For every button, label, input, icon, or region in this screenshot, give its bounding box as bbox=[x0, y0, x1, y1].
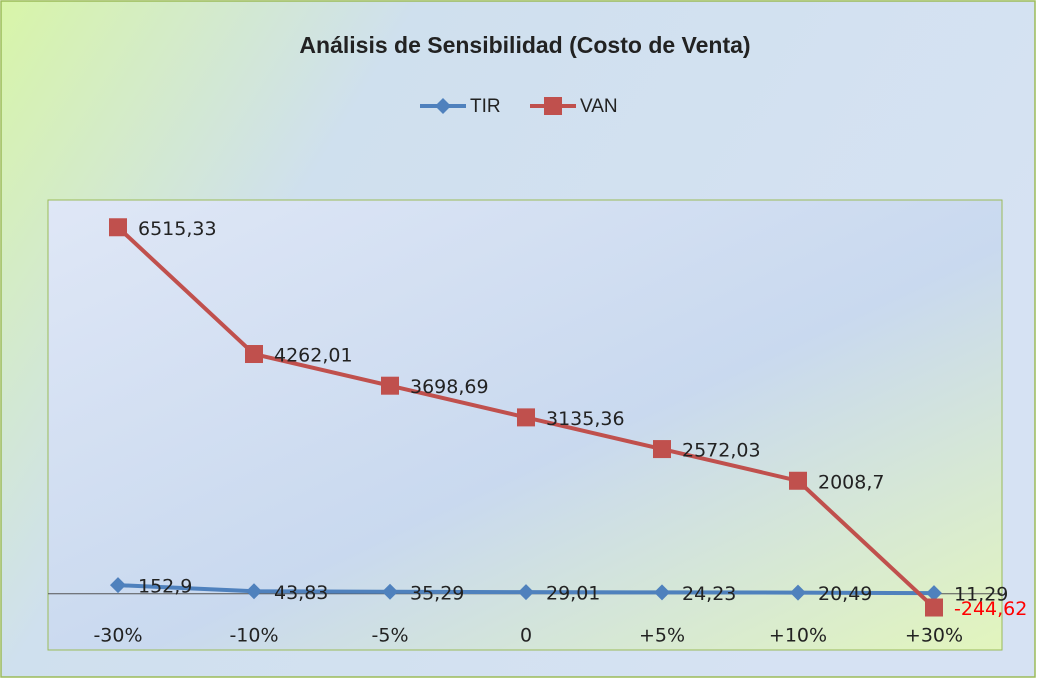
x-tick-label: +10% bbox=[769, 625, 827, 647]
marker bbox=[435, 98, 451, 114]
marker bbox=[245, 345, 263, 364]
data-label: 2008,7 bbox=[818, 471, 884, 493]
marker bbox=[544, 97, 562, 115]
marker bbox=[789, 471, 807, 490]
marker bbox=[381, 376, 399, 395]
marker bbox=[654, 584, 670, 601]
legend: TIR VAN bbox=[420, 96, 618, 117]
x-tick-label: +5% bbox=[639, 625, 685, 647]
marker bbox=[926, 585, 942, 602]
data-label: 2572,03 bbox=[682, 440, 761, 462]
data-label: 43,83 bbox=[274, 582, 328, 604]
marker bbox=[246, 583, 262, 600]
data-label: 6515,33 bbox=[138, 218, 217, 240]
data-label: -244,62 bbox=[954, 598, 1027, 620]
legend-label: VAN bbox=[580, 96, 618, 117]
x-tick-label: -30% bbox=[93, 625, 142, 647]
data-label: 11,29 bbox=[954, 584, 1008, 606]
legend-label: TIR bbox=[470, 96, 501, 117]
marker bbox=[790, 584, 806, 601]
data-label: 152,9 bbox=[138, 576, 192, 598]
data-label: 3135,36 bbox=[546, 408, 625, 430]
data-label: 4262,01 bbox=[274, 345, 353, 367]
marker bbox=[653, 440, 671, 459]
data-label: 24,23 bbox=[682, 583, 736, 605]
x-tick-label: 0 bbox=[520, 625, 532, 647]
data-label: 29,01 bbox=[546, 583, 600, 605]
marker bbox=[518, 584, 534, 601]
x-tick-label: +30% bbox=[905, 625, 963, 647]
data-label: 35,29 bbox=[410, 582, 464, 604]
chart-title: Análisis de Sensibilidad (Costo de Venta… bbox=[299, 32, 750, 58]
x-tick-label: -5% bbox=[372, 625, 409, 647]
data-label: 20,49 bbox=[818, 583, 872, 605]
data-label: 3698,69 bbox=[410, 376, 489, 398]
marker bbox=[517, 408, 535, 427]
marker bbox=[382, 583, 398, 600]
marker bbox=[925, 598, 943, 617]
marker bbox=[110, 577, 126, 594]
x-tick-label: -10% bbox=[229, 625, 278, 647]
marker bbox=[109, 218, 127, 237]
